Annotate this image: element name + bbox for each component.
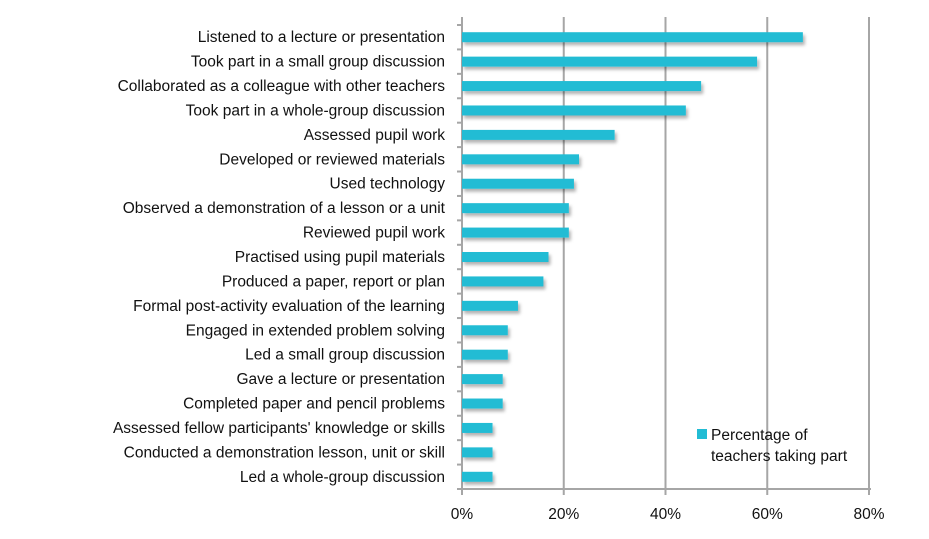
category-label: Completed paper and pencil problems (183, 396, 445, 413)
category-label: Used technology (330, 176, 446, 193)
bar (462, 129, 615, 140)
category-label: Developed or reviewed materials (219, 151, 445, 168)
bar (462, 252, 549, 262)
bar (462, 105, 686, 116)
bar (462, 374, 503, 385)
category-label: Conducted a demonstration lesson, unit o… (124, 444, 445, 461)
category-label: Assessed fellow participants' knowledge … (113, 420, 445, 437)
legend-swatch (697, 429, 707, 439)
bar (462, 447, 493, 458)
category-label: Assessed pupil work (304, 127, 446, 144)
bar (462, 300, 518, 311)
bar (462, 154, 580, 165)
bar (462, 81, 702, 92)
bar (462, 56, 758, 67)
category-label: Led a small group discussion (245, 347, 445, 364)
category-label: Took part in a small group discussion (191, 54, 445, 71)
x-tick-label: 40% (650, 506, 681, 523)
category-label: Engaged in extended problem solving (186, 322, 445, 339)
x-tick-label: 0% (451, 506, 474, 523)
bar (462, 276, 544, 287)
category-label: Took part in a whole-group discussion (186, 102, 445, 119)
x-tick-label: 60% (752, 506, 783, 523)
category-label: Gave a lecture or presentation (236, 371, 445, 388)
bar (462, 203, 569, 214)
x-tick-label: 20% (548, 506, 579, 523)
bar (462, 349, 508, 360)
category-label: Observed a demonstration of a lesson or … (123, 200, 446, 217)
legend-label: Percentage of (711, 427, 808, 444)
category-label: Led a whole-group discussion (240, 469, 445, 486)
category-label: Formal post-activity evaluation of the l… (133, 298, 445, 315)
category-label: Produced a paper, report or plan (222, 273, 445, 290)
bar (462, 227, 569, 238)
category-label: Practised using pupil materials (235, 249, 445, 266)
x-tick-label: 80% (853, 506, 884, 523)
category-label: Reviewed pupil work (303, 225, 445, 242)
bar (462, 471, 493, 482)
bar (462, 178, 574, 189)
bar (462, 398, 503, 409)
category-label: Collaborated as a colleague with other t… (118, 78, 446, 95)
bar (462, 325, 508, 336)
bar (462, 32, 803, 43)
category-label: Listened to a lecture or presentation (198, 29, 445, 46)
legend-label: teachers taking part (711, 448, 848, 465)
bar (462, 422, 493, 433)
